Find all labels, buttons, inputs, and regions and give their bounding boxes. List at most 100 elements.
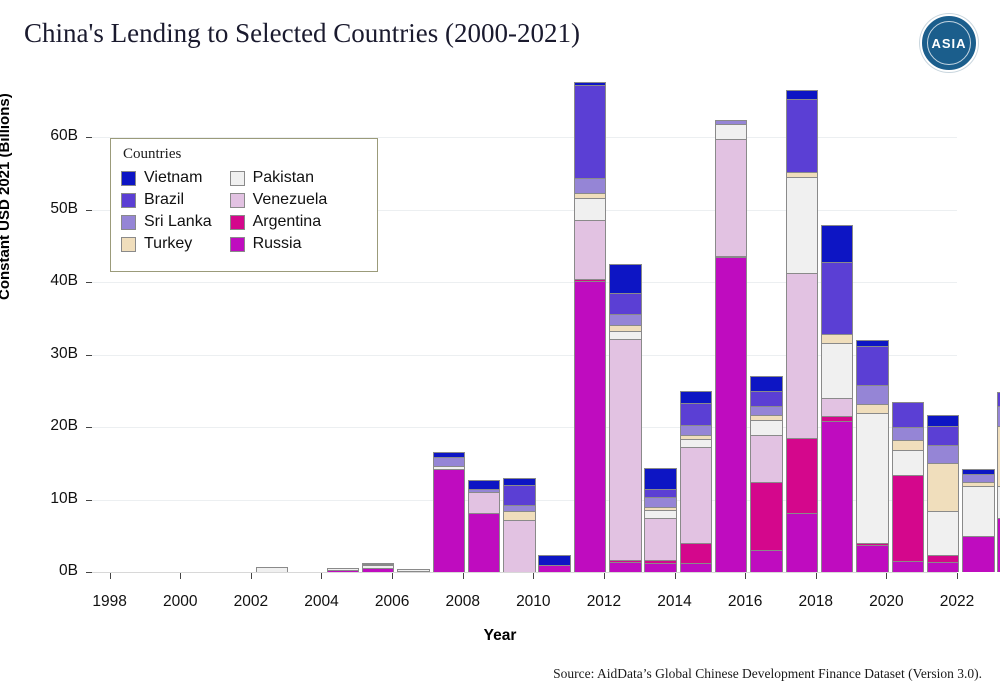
legend-item-argentina[interactable]: Argentina (229, 213, 328, 231)
bar-segment[interactable] (679, 543, 713, 563)
bar-segment[interactable] (361, 563, 395, 566)
bar-segment[interactable] (361, 562, 395, 565)
bar-segment[interactable] (573, 197, 607, 220)
bar-segment[interactable] (891, 440, 924, 451)
bar-segment[interactable] (679, 439, 713, 448)
bar-segment[interactable] (679, 562, 713, 572)
bar-segment[interactable] (609, 330, 642, 340)
bar-segment[interactable] (785, 171, 819, 177)
bar-segment[interactable] (397, 569, 430, 571)
bar-segment[interactable] (538, 554, 571, 565)
bar-group[interactable] (997, 392, 1000, 572)
bar-segment[interactable] (750, 405, 783, 416)
bar-group[interactable] (503, 477, 536, 572)
bar-segment[interactable] (820, 416, 854, 422)
legend-item-pakistan[interactable]: Pakistan (229, 169, 328, 187)
bar-segment[interactable] (785, 176, 819, 274)
bar-segment[interactable] (609, 561, 642, 572)
bar-segment[interactable] (432, 469, 466, 572)
bar-segment[interactable] (361, 565, 395, 568)
bar-segment[interactable] (432, 466, 466, 470)
bar-segment[interactable] (891, 402, 924, 427)
bar-segment[interactable] (573, 192, 607, 198)
bar-segment[interactable] (820, 398, 854, 417)
bar-segment[interactable] (538, 564, 571, 572)
bar-segment[interactable] (962, 474, 995, 483)
legend-item-venezuela[interactable]: Venezuela (229, 191, 327, 209)
bar-group[interactable] (715, 119, 748, 572)
bar-segment[interactable] (644, 509, 677, 518)
bar-group[interactable] (926, 415, 960, 572)
bar-segment[interactable] (609, 263, 642, 293)
bar-segment[interactable] (856, 543, 889, 546)
bar-segment[interactable] (785, 99, 819, 172)
bar-segment[interactable] (326, 567, 360, 570)
bar-segment[interactable] (785, 512, 819, 572)
bar-segment[interactable] (750, 415, 783, 421)
bar-segment[interactable] (503, 505, 536, 512)
bar-segment[interactable] (715, 123, 748, 140)
bar-segment[interactable] (644, 562, 677, 572)
bar-segment[interactable] (750, 434, 783, 483)
bar-group[interactable] (820, 225, 854, 572)
bar-segment[interactable] (326, 569, 360, 572)
bar-segment[interactable] (609, 313, 642, 325)
bar-group[interactable] (644, 468, 677, 572)
bar-segment[interactable] (856, 340, 889, 346)
bar-group[interactable] (538, 554, 571, 572)
bar-segment[interactable] (609, 339, 642, 561)
bar-segment[interactable] (397, 570, 430, 572)
bar-segment[interactable] (926, 463, 960, 512)
bar-segment[interactable] (962, 482, 995, 486)
bar-group[interactable] (326, 567, 360, 572)
bar-segment[interactable] (750, 391, 783, 406)
bar-segment[interactable] (926, 425, 960, 446)
legend-item-brazil[interactable]: Brazil (121, 191, 212, 209)
bar-group[interactable] (467, 479, 501, 572)
bar-segment[interactable] (785, 437, 819, 513)
bar-segment[interactable] (997, 425, 1000, 487)
bar-segment[interactable] (715, 257, 748, 572)
bar-segment[interactable] (573, 84, 607, 179)
bar-segment[interactable] (891, 561, 924, 572)
bar-segment[interactable] (679, 390, 713, 404)
legend-item-russia[interactable]: Russia (229, 235, 328, 253)
bar-segment[interactable] (785, 89, 819, 100)
bar-group[interactable] (397, 569, 430, 572)
bar-segment[interactable] (644, 517, 677, 560)
bar-segment[interactable] (715, 119, 748, 124)
bar-segment[interactable] (820, 334, 854, 343)
legend-item-vietnam[interactable]: Vietnam (121, 169, 212, 187)
bar-segment[interactable] (467, 479, 501, 490)
bar-segment[interactable] (573, 279, 607, 281)
bar-segment[interactable] (467, 489, 501, 493)
bar-group[interactable] (432, 451, 466, 572)
bar-group[interactable] (891, 402, 924, 572)
bar-segment[interactable] (962, 535, 995, 572)
legend-item-sri-lanka[interactable]: Sri Lanka (121, 213, 212, 231)
bar-segment[interactable] (820, 421, 854, 572)
bar-segment[interactable] (962, 469, 995, 475)
bar-segment[interactable] (856, 384, 889, 404)
bar-segment[interactable] (644, 497, 677, 507)
bar-segment[interactable] (926, 511, 960, 556)
bar-segment[interactable] (609, 292, 642, 314)
bar-segment[interactable] (432, 451, 466, 458)
bar-group[interactable] (679, 390, 713, 572)
bar-segment[interactable] (467, 492, 501, 513)
bar-segment[interactable] (785, 273, 819, 438)
bar-segment[interactable] (432, 457, 466, 467)
bar-segment[interactable] (679, 424, 713, 435)
bar-segment[interactable] (715, 139, 748, 256)
bar-segment[interactable] (997, 486, 1000, 518)
bar-segment[interactable] (750, 482, 783, 551)
bar-segment[interactable] (503, 485, 536, 506)
bar-segment[interactable] (856, 345, 889, 385)
bar-group[interactable] (573, 81, 607, 572)
bar-segment[interactable] (891, 427, 924, 441)
bar-segment[interactable] (256, 566, 289, 572)
bar-segment[interactable] (926, 415, 960, 426)
bar-group[interactable] (785, 89, 819, 572)
legend-item-turkey[interactable]: Turkey (121, 235, 212, 253)
bar-segment[interactable] (856, 403, 889, 413)
